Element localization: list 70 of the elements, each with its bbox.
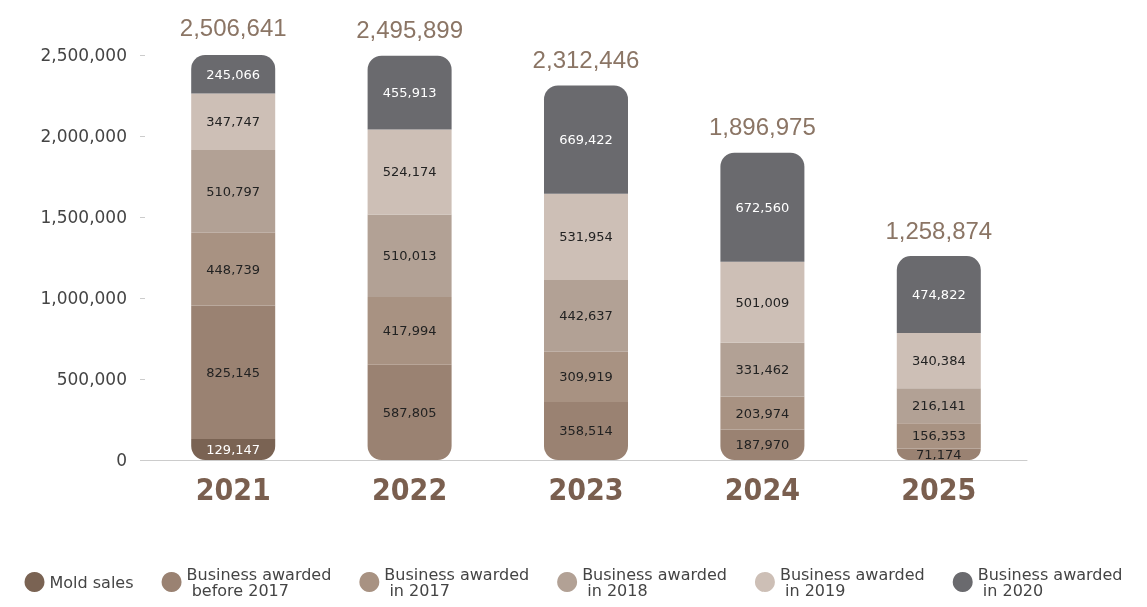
y-tick-label: 1,000,000 xyxy=(40,288,127,308)
y-tick-label: 2,000,000 xyxy=(40,126,127,146)
bar xyxy=(191,93,276,150)
data-label: 347,747 xyxy=(206,114,261,130)
data-label: 331,462 xyxy=(735,362,790,378)
bar xyxy=(191,232,276,306)
data-label: 129,147 xyxy=(206,442,261,458)
data-label: 203,974 xyxy=(735,405,790,421)
bar xyxy=(544,85,628,194)
bar xyxy=(896,388,981,424)
bar xyxy=(896,332,981,389)
x-tick-label: 2022 xyxy=(372,471,448,507)
bar xyxy=(544,280,628,352)
bar xyxy=(191,305,276,440)
data-label: 474,822 xyxy=(911,287,966,303)
bar xyxy=(544,193,628,281)
bar xyxy=(544,351,628,402)
bar xyxy=(720,152,805,262)
bar xyxy=(191,55,276,94)
legend-label: Business awarded in 2019 xyxy=(779,564,925,600)
bar xyxy=(720,396,805,430)
bar xyxy=(720,261,805,343)
total-label: 2,506,641 xyxy=(179,14,287,42)
y-tick-label: 0 xyxy=(116,450,127,470)
data-label: 71,174 xyxy=(916,446,962,462)
bar xyxy=(896,256,981,333)
bar xyxy=(367,364,452,460)
bar xyxy=(367,55,452,130)
x-tick-label: 2025 xyxy=(901,471,977,507)
total-label: 1,258,874 xyxy=(885,216,993,244)
legend-label: Business awarded before 2017 xyxy=(186,564,332,600)
data-label: 340,384 xyxy=(911,353,966,369)
data-label: 187,970 xyxy=(735,437,790,453)
data-label: 448,739 xyxy=(206,261,261,277)
data-label: 510,797 xyxy=(206,183,261,199)
data-label: 531,954 xyxy=(559,229,613,245)
data-label: 245,066 xyxy=(206,66,261,82)
bar xyxy=(367,129,452,215)
x-tick-label: 2021 xyxy=(195,471,271,507)
x-tick-label: 2023 xyxy=(548,471,624,507)
y-tick-label: 1,500,000 xyxy=(40,207,127,227)
data-label: 510,013 xyxy=(382,248,437,264)
total-label: 1,896,975 xyxy=(709,113,816,141)
data-label: 309,919 xyxy=(559,369,613,385)
data-label: 587,805 xyxy=(382,404,437,420)
y-tick-label: 500,000 xyxy=(56,369,127,389)
data-label: 156,353 xyxy=(911,428,966,444)
bar xyxy=(367,297,452,365)
x-tick-label: 2024 xyxy=(724,471,800,507)
data-label: 501,009 xyxy=(735,294,790,310)
legend-label: Mold sales xyxy=(49,572,134,592)
data-label: 669,422 xyxy=(559,132,613,148)
legend-label: Business awarded in 2018 xyxy=(582,564,727,600)
data-label: 524,174 xyxy=(382,164,437,180)
bar xyxy=(367,214,452,298)
bar xyxy=(720,342,805,397)
data-label: 417,994 xyxy=(382,323,437,339)
bar xyxy=(191,149,276,233)
legend-label: Business awarded in 2020 xyxy=(977,564,1123,600)
data-label: 455,913 xyxy=(382,85,437,101)
data-label: 442,637 xyxy=(559,308,613,324)
total-label: 2,495,899 xyxy=(356,16,463,44)
total-label: 2,312,446 xyxy=(532,45,640,73)
data-label: 216,141 xyxy=(911,398,966,414)
data-label: 825,145 xyxy=(206,364,261,380)
bar xyxy=(544,401,628,460)
legend-label: Business awarded in 2017 xyxy=(384,564,530,600)
y-tick-label: 2,500,000 xyxy=(40,45,127,65)
data-label: 358,514 xyxy=(559,423,613,439)
data-label: 672,560 xyxy=(735,199,790,215)
